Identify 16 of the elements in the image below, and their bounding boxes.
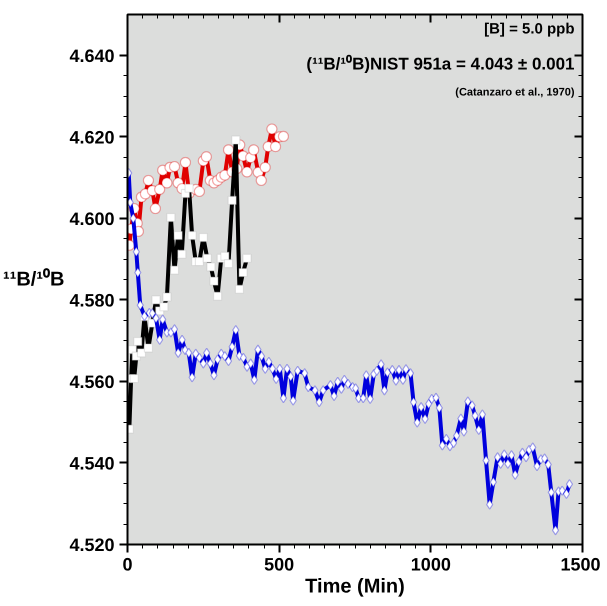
annotation: (Catanzaro et al., 1970) xyxy=(455,86,575,98)
x-tick-label: 1000 xyxy=(410,554,451,574)
y-tick-label: 4.560 xyxy=(69,372,115,392)
x-tick-label: 1500 xyxy=(560,554,601,574)
y-tick-label: 4.520 xyxy=(69,535,115,555)
x-tick-label: 500 xyxy=(264,554,294,574)
y-tick-label: 4.620 xyxy=(69,127,115,148)
y-tick-label: 4.640 xyxy=(69,46,115,66)
x-axis-title: Time (Min) xyxy=(305,576,405,598)
x-tick-label: 0 xyxy=(122,554,133,574)
annotation: [B] = 5.0 ppb xyxy=(484,20,575,38)
y-tick-label: 4.580 xyxy=(69,290,115,310)
annotation: (¹¹B/¹⁰B)NIST 951a = 4.043 ± 0.001 xyxy=(306,54,575,74)
y-tick-label: 4.540 xyxy=(69,453,115,474)
y-axis-title: ¹¹B/¹⁰B xyxy=(3,268,64,290)
y-tick-label: 4.600 xyxy=(69,208,115,229)
